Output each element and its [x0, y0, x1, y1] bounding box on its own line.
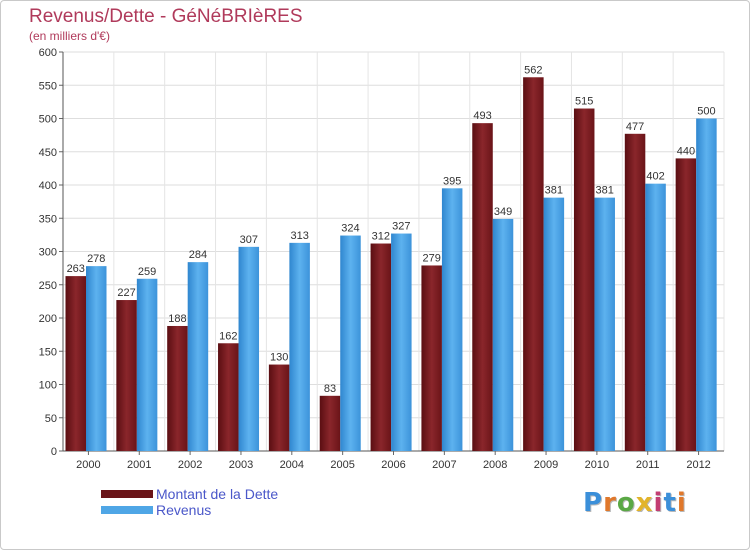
data-label-revenus-2010: 381 [596, 185, 614, 197]
bar-revenus-2000 [86, 266, 107, 451]
y-tick-label: 350 [39, 213, 57, 225]
legend-swatch-dette [101, 490, 153, 498]
bar-dette-2004 [268, 364, 290, 451]
data-label-revenus-2012: 500 [697, 106, 715, 118]
bar-revenus-2005 [340, 235, 361, 451]
x-tick-label: 2008 [483, 459, 507, 471]
bar-revenus-2010 [594, 197, 615, 451]
data-label-dette-2008: 493 [473, 110, 491, 122]
x-tick-label: 2006 [381, 459, 405, 471]
bar-revenus-2006 [391, 233, 412, 451]
data-label-revenus-2000: 278 [87, 253, 105, 265]
bar-dette-2002 [167, 325, 188, 451]
x-tick-label: 2011 [636, 459, 660, 471]
data-label-dette-2001: 227 [117, 287, 135, 299]
data-label-revenus-2009: 381 [545, 185, 563, 197]
legend-label-dette: Montant de la Dette [156, 486, 279, 502]
bar-dette-2011 [624, 133, 646, 452]
y-tick-label: 500 [39, 114, 57, 126]
bar-dette-2008 [472, 123, 493, 451]
chart-title: Revenus/Dette - GéNéBRIèRES [29, 6, 303, 27]
data-label-dette-2000: 263 [67, 263, 85, 275]
bar-dette-2007 [421, 265, 442, 451]
data-label-dette-2003: 162 [219, 330, 237, 342]
data-label-revenus-2002: 284 [189, 249, 207, 261]
y-tick-label: 300 [39, 247, 57, 259]
bar-revenus-2011 [645, 183, 666, 452]
legend-label-revenus: Revenus [156, 502, 212, 518]
x-tick-label: 2012 [686, 459, 710, 471]
x-tick-label: 2001 [127, 459, 151, 471]
data-label-revenus-2006: 327 [392, 221, 410, 233]
data-label-dette-2002: 188 [168, 313, 186, 325]
data-label-revenus-2001: 259 [138, 266, 156, 278]
y-tick-label: 150 [39, 346, 57, 358]
y-tick-label: 50 [45, 413, 57, 425]
x-tick-label: 2009 [534, 459, 558, 471]
proxiti-logo: Proxiti [583, 488, 687, 518]
data-label-revenus-2005: 324 [341, 223, 359, 235]
bar-revenus-2012 [696, 118, 717, 451]
bar-dette-2012 [675, 158, 697, 451]
y-tick-label: 400 [39, 180, 57, 192]
data-label-revenus-2008: 349 [494, 206, 512, 218]
bar-dette-2009 [523, 77, 544, 452]
bar-dette-2001 [116, 300, 137, 451]
bar-dette-2003 [218, 343, 239, 451]
bar-dette-2006 [370, 243, 392, 451]
bar-revenus-2001 [136, 278, 158, 451]
y-tick-label: 100 [39, 380, 57, 392]
x-tick-label: 2003 [229, 459, 253, 471]
x-tick-label: 2010 [585, 459, 609, 471]
bar-dette-2010 [573, 108, 595, 452]
x-tick-label: 2005 [330, 459, 354, 471]
bar-revenus-2003 [238, 246, 260, 451]
x-tick-label: 2002 [178, 459, 202, 471]
y-tick-label: 250 [39, 280, 57, 292]
bar-revenus-2008 [492, 218, 514, 451]
bar-revenus-2002 [187, 262, 209, 451]
y-tick-label: 600 [39, 47, 57, 59]
legend-swatch-revenus [101, 506, 153, 514]
data-label-dette-2010: 515 [575, 96, 593, 108]
y-tick-label: 0 [51, 446, 57, 458]
chart-subtitle: (en milliers d'€) [29, 29, 110, 43]
bar-dette-2000 [65, 276, 86, 451]
data-label-dette-2009: 562 [524, 64, 542, 76]
x-tick-label: 2000 [76, 459, 100, 471]
data-label-dette-2007: 279 [422, 252, 440, 264]
data-label-revenus-2007: 395 [443, 175, 461, 187]
x-tick-label: 2004 [280, 459, 304, 471]
data-label-revenus-2011: 402 [646, 171, 664, 183]
data-label-dette-2011: 477 [626, 121, 644, 133]
x-tick-label: 2007 [432, 459, 456, 471]
y-tick-label: 200 [39, 313, 57, 325]
bar-revenus-2009 [543, 197, 565, 451]
data-label-dette-2005: 83 [324, 383, 336, 395]
data-label-revenus-2003: 307 [240, 234, 258, 246]
data-label-dette-2004: 130 [270, 352, 288, 364]
data-label-revenus-2004: 313 [290, 230, 308, 242]
y-tick-label: 550 [39, 80, 57, 92]
data-label-dette-2012: 440 [677, 145, 695, 157]
bar-revenus-2007 [441, 188, 463, 451]
bar-dette-2005 [319, 395, 341, 451]
data-label-dette-2006: 312 [372, 231, 390, 243]
bar-revenus-2004 [289, 242, 310, 451]
y-tick-label: 450 [39, 147, 57, 159]
